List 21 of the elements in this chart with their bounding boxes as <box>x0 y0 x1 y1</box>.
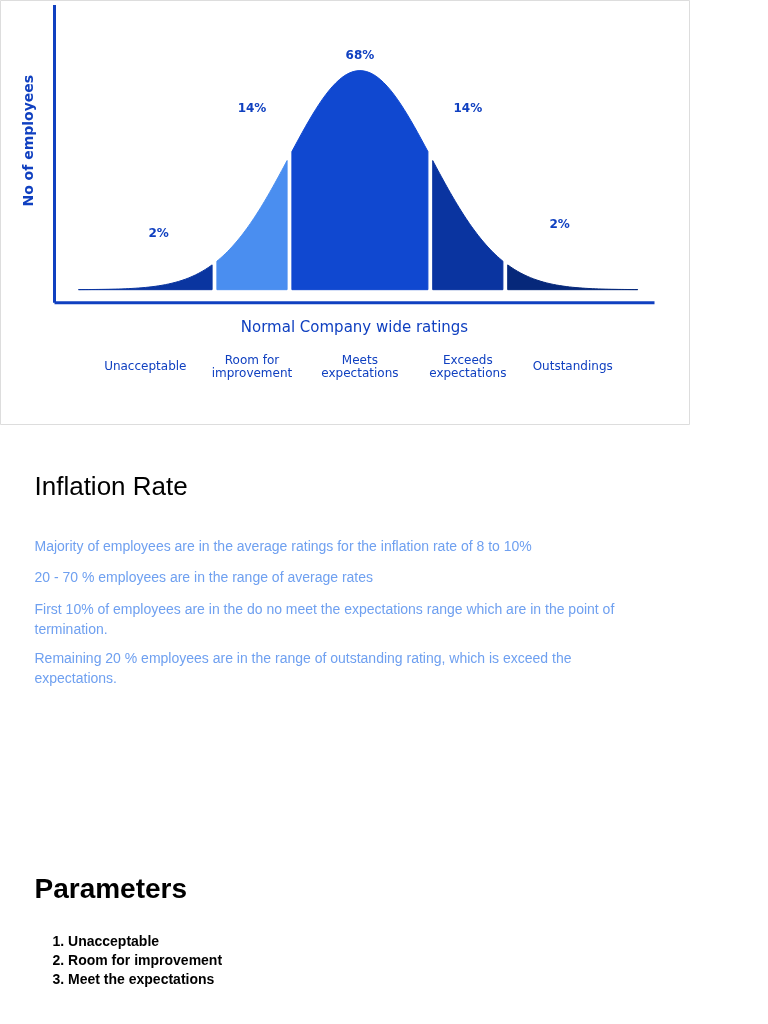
text: No of employees <box>19 74 36 207</box>
text: 20 - 70 % employees are in the range of average rates <box>34 569 374 585</box>
data-label: 68% <box>345 48 375 63</box>
text: 2. Room for improvement <box>52 951 223 968</box>
text: 1. Unacceptable <box>52 932 160 949</box>
category-label: Room for improvement <box>211 353 293 380</box>
category-label: Meets expectations <box>321 353 399 380</box>
data-label: 14% <box>453 100 483 115</box>
category-label: Unacceptable <box>104 359 187 374</box>
category-label: Outstandings <box>532 359 613 374</box>
text: Inflation Rate <box>34 470 188 501</box>
text: First 10% of employees are in the do no meet the expectations range which are in the point of termination. <box>34 600 615 637</box>
text: Remaining 20 % employees are in the range of outstanding rating, which is exceed the expectations. <box>34 649 572 686</box>
text: Majority of employees are in the average ratings for the inflation rate of 8 to 10% <box>34 537 532 554</box>
category-label: Exceeds expectations <box>429 353 507 380</box>
text: 3. Meet the expectations <box>52 970 215 987</box>
data-label: 2% <box>148 225 169 240</box>
data-label: 2% <box>549 216 570 231</box>
text: Parameters <box>34 873 188 904</box>
data-label: 14% <box>237 100 267 115</box>
text: Normal Company wide ratings <box>240 317 469 336</box>
